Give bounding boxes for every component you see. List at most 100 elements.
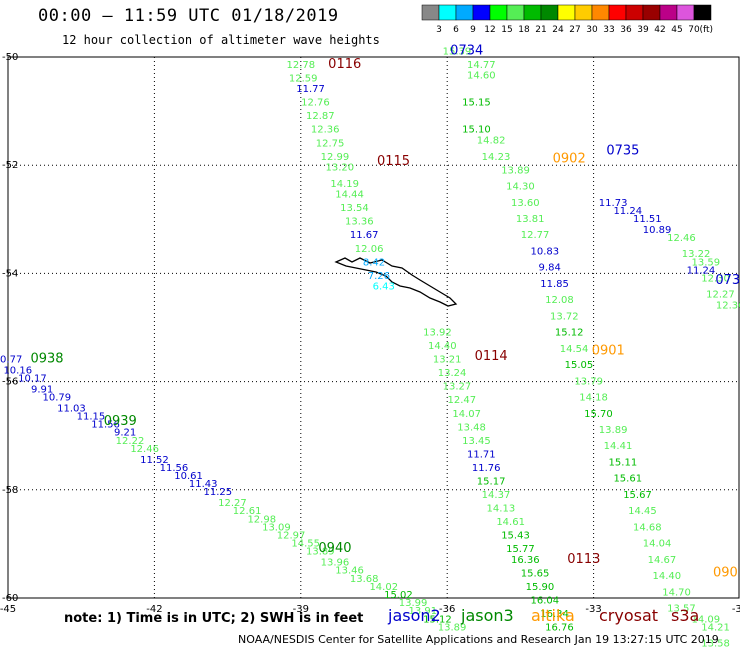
wave-height-value: 12.06 bbox=[355, 244, 384, 255]
colorbar-tick-label: 24 bbox=[552, 25, 564, 35]
colorbar-tick-label: 3 bbox=[436, 25, 442, 35]
wave-height-value: 14.68 bbox=[633, 522, 662, 533]
colorbar-tick-label: 6 bbox=[453, 25, 459, 35]
lon-tick-label: -36 bbox=[439, 604, 455, 615]
wave-height-value: 12.97 bbox=[277, 530, 306, 541]
wave-height-value: 15.05 bbox=[565, 360, 594, 371]
wave-height-value: 13.79 bbox=[574, 376, 603, 387]
wave-height-value: 13.46 bbox=[335, 566, 364, 577]
wave-height-value: 14.23 bbox=[482, 152, 511, 163]
wave-height-value: 14.04 bbox=[643, 539, 672, 550]
wave-height-value: 13.54 bbox=[340, 203, 369, 214]
wave-height-value: 13.89 bbox=[438, 622, 467, 633]
pass-time-label: 0735 bbox=[606, 143, 639, 158]
wave-height-value: 11.67 bbox=[350, 230, 379, 241]
wave-height-value: 13.48 bbox=[457, 422, 486, 433]
pass-time-labels: 0734 0116 0735 0902 0115 073 0901 0114 0938 0939 0… bbox=[30, 43, 740, 580]
wave-height-value: 12.27 bbox=[706, 290, 735, 301]
colorbar-tick-label: 15 bbox=[501, 25, 512, 35]
wave-height-value: 12.61 bbox=[233, 506, 262, 517]
wave-height-value: 10.89 bbox=[643, 225, 672, 236]
wave-height-value: 16.34 bbox=[540, 609, 569, 620]
wave-height-value: 14.55 bbox=[291, 539, 320, 550]
wave-height-value: 12.87 bbox=[306, 111, 335, 122]
wave-height-value: 14.09 bbox=[692, 614, 721, 625]
wave-height-value: 13.89 bbox=[599, 425, 628, 436]
wave-height-value: 13.45 bbox=[462, 436, 491, 447]
wave-height-value: 13.27 bbox=[443, 382, 472, 393]
wave-height-value: 14.44 bbox=[335, 190, 364, 201]
wave-height-value: 13.22 bbox=[682, 249, 711, 260]
lat-tick-label: -54 bbox=[2, 268, 18, 279]
wave-height-value: 12.77 bbox=[521, 230, 550, 241]
wave-height-value: 9.91 bbox=[31, 384, 53, 395]
wave-height-value: 13.20 bbox=[326, 163, 355, 174]
lat-tick-label: -52 bbox=[2, 160, 18, 171]
wave-height-value: 15.39 bbox=[443, 46, 472, 57]
wave-height-value: 12.36 bbox=[311, 125, 340, 136]
wave-height-value: 12.46 bbox=[667, 233, 696, 244]
map-frame bbox=[7, 56, 740, 599]
south-georgia-island bbox=[334, 257, 458, 307]
colorbar-tick-label: 33 bbox=[603, 25, 614, 35]
wave-height-value: 10.16 bbox=[3, 365, 32, 376]
wave-height-value: 14.02 bbox=[369, 582, 398, 593]
pass-time-label: 0734 bbox=[450, 43, 483, 58]
pass-time-label: 073 bbox=[715, 273, 740, 288]
lat-tick-label: -50 bbox=[2, 52, 18, 63]
wave-height-value: 10.77 bbox=[0, 355, 22, 366]
colorbar-tick-label: 39 bbox=[637, 25, 649, 35]
wave-height-value: 12.59 bbox=[289, 73, 318, 84]
satellite-legend-s3a: s3a bbox=[671, 606, 700, 625]
map-note: note: 1) Time is in UTC; 2) SWH is in fe… bbox=[64, 611, 364, 626]
wave-height-value: 13.72 bbox=[550, 311, 579, 322]
wave-height-value: 11.24 bbox=[687, 265, 716, 276]
wave-height-value: 15.02 bbox=[384, 590, 413, 601]
pass-time-label: 0114 bbox=[475, 349, 508, 364]
colorbar-tick-label: 27 bbox=[569, 25, 580, 35]
wave-height-value: 11.03 bbox=[57, 403, 86, 414]
wave-height-value: 12.08 bbox=[545, 295, 574, 306]
colorbar-tick-label: 21 bbox=[535, 25, 546, 35]
wave-height-value: 12.47 bbox=[448, 395, 477, 406]
wave-height-value: 15.67 bbox=[623, 490, 652, 501]
pass-time-label: 0938 bbox=[30, 352, 63, 367]
wave-height-value: 14.77 bbox=[467, 60, 496, 71]
wave-height-value: 13.24 bbox=[438, 368, 467, 379]
pass-time-label: 0901 bbox=[592, 344, 625, 359]
satellite-legend-jason2: jason2 bbox=[388, 606, 441, 625]
map-title: 00:00 – 11:59 UTC 01/18/2019 bbox=[38, 6, 339, 26]
colorbar-tick-label: 30 bbox=[586, 25, 598, 35]
pass-time-label: 0939 bbox=[104, 414, 137, 429]
wave-height-value: 15.90 bbox=[526, 582, 555, 593]
lon-tick-label: -39 bbox=[293, 604, 309, 615]
wave-height-value: 13.09 bbox=[262, 522, 291, 533]
wave-height-value: 13.21 bbox=[433, 355, 462, 366]
lat-tick-label: -60 bbox=[2, 593, 18, 604]
wave-height-value: 13.59 bbox=[692, 257, 721, 268]
lon-tick-label: -45 bbox=[0, 604, 16, 615]
wave-height-colorbar: 3 6 9 12 15 18 21 24 27 30 33 36 39 42 45 70 (ft) bbox=[421, 4, 713, 35]
wave-height-value: 13.57 bbox=[667, 604, 696, 615]
wave-height-value: 15.17 bbox=[477, 476, 506, 487]
wave-height-value: 14.18 bbox=[579, 393, 608, 404]
satellite-legend-altika: altika bbox=[531, 606, 575, 625]
map-credit: NOAA/NESDIS Center for Satellite Applica… bbox=[238, 633, 719, 646]
wave-height-value: 11.25 bbox=[204, 487, 233, 498]
wave-height-value: 9.84 bbox=[539, 263, 561, 274]
wave-height-value: 11.71 bbox=[467, 449, 496, 460]
wave-height-value: 11.56 bbox=[160, 463, 189, 474]
wave-height-value: 14.37 bbox=[482, 490, 511, 501]
wave-height-value: 14.21 bbox=[701, 622, 730, 633]
colorbar-swatch bbox=[693, 4, 712, 21]
wave-height-value: 14.30 bbox=[506, 182, 535, 193]
wave-height-value: 14.82 bbox=[477, 136, 506, 147]
wave-height-value: 15.77 bbox=[506, 544, 535, 555]
wave-height-value: 11.51 bbox=[633, 214, 662, 225]
wave-height-value: 14.40 bbox=[652, 571, 681, 582]
map-subtitle: 12 hour collection of altimeter wave hei… bbox=[62, 33, 380, 47]
satellite-legend-cryosat: cryosat bbox=[599, 606, 659, 625]
lon-tick-label: -33 bbox=[585, 604, 601, 615]
wave-height-value: 10.17 bbox=[18, 374, 47, 385]
